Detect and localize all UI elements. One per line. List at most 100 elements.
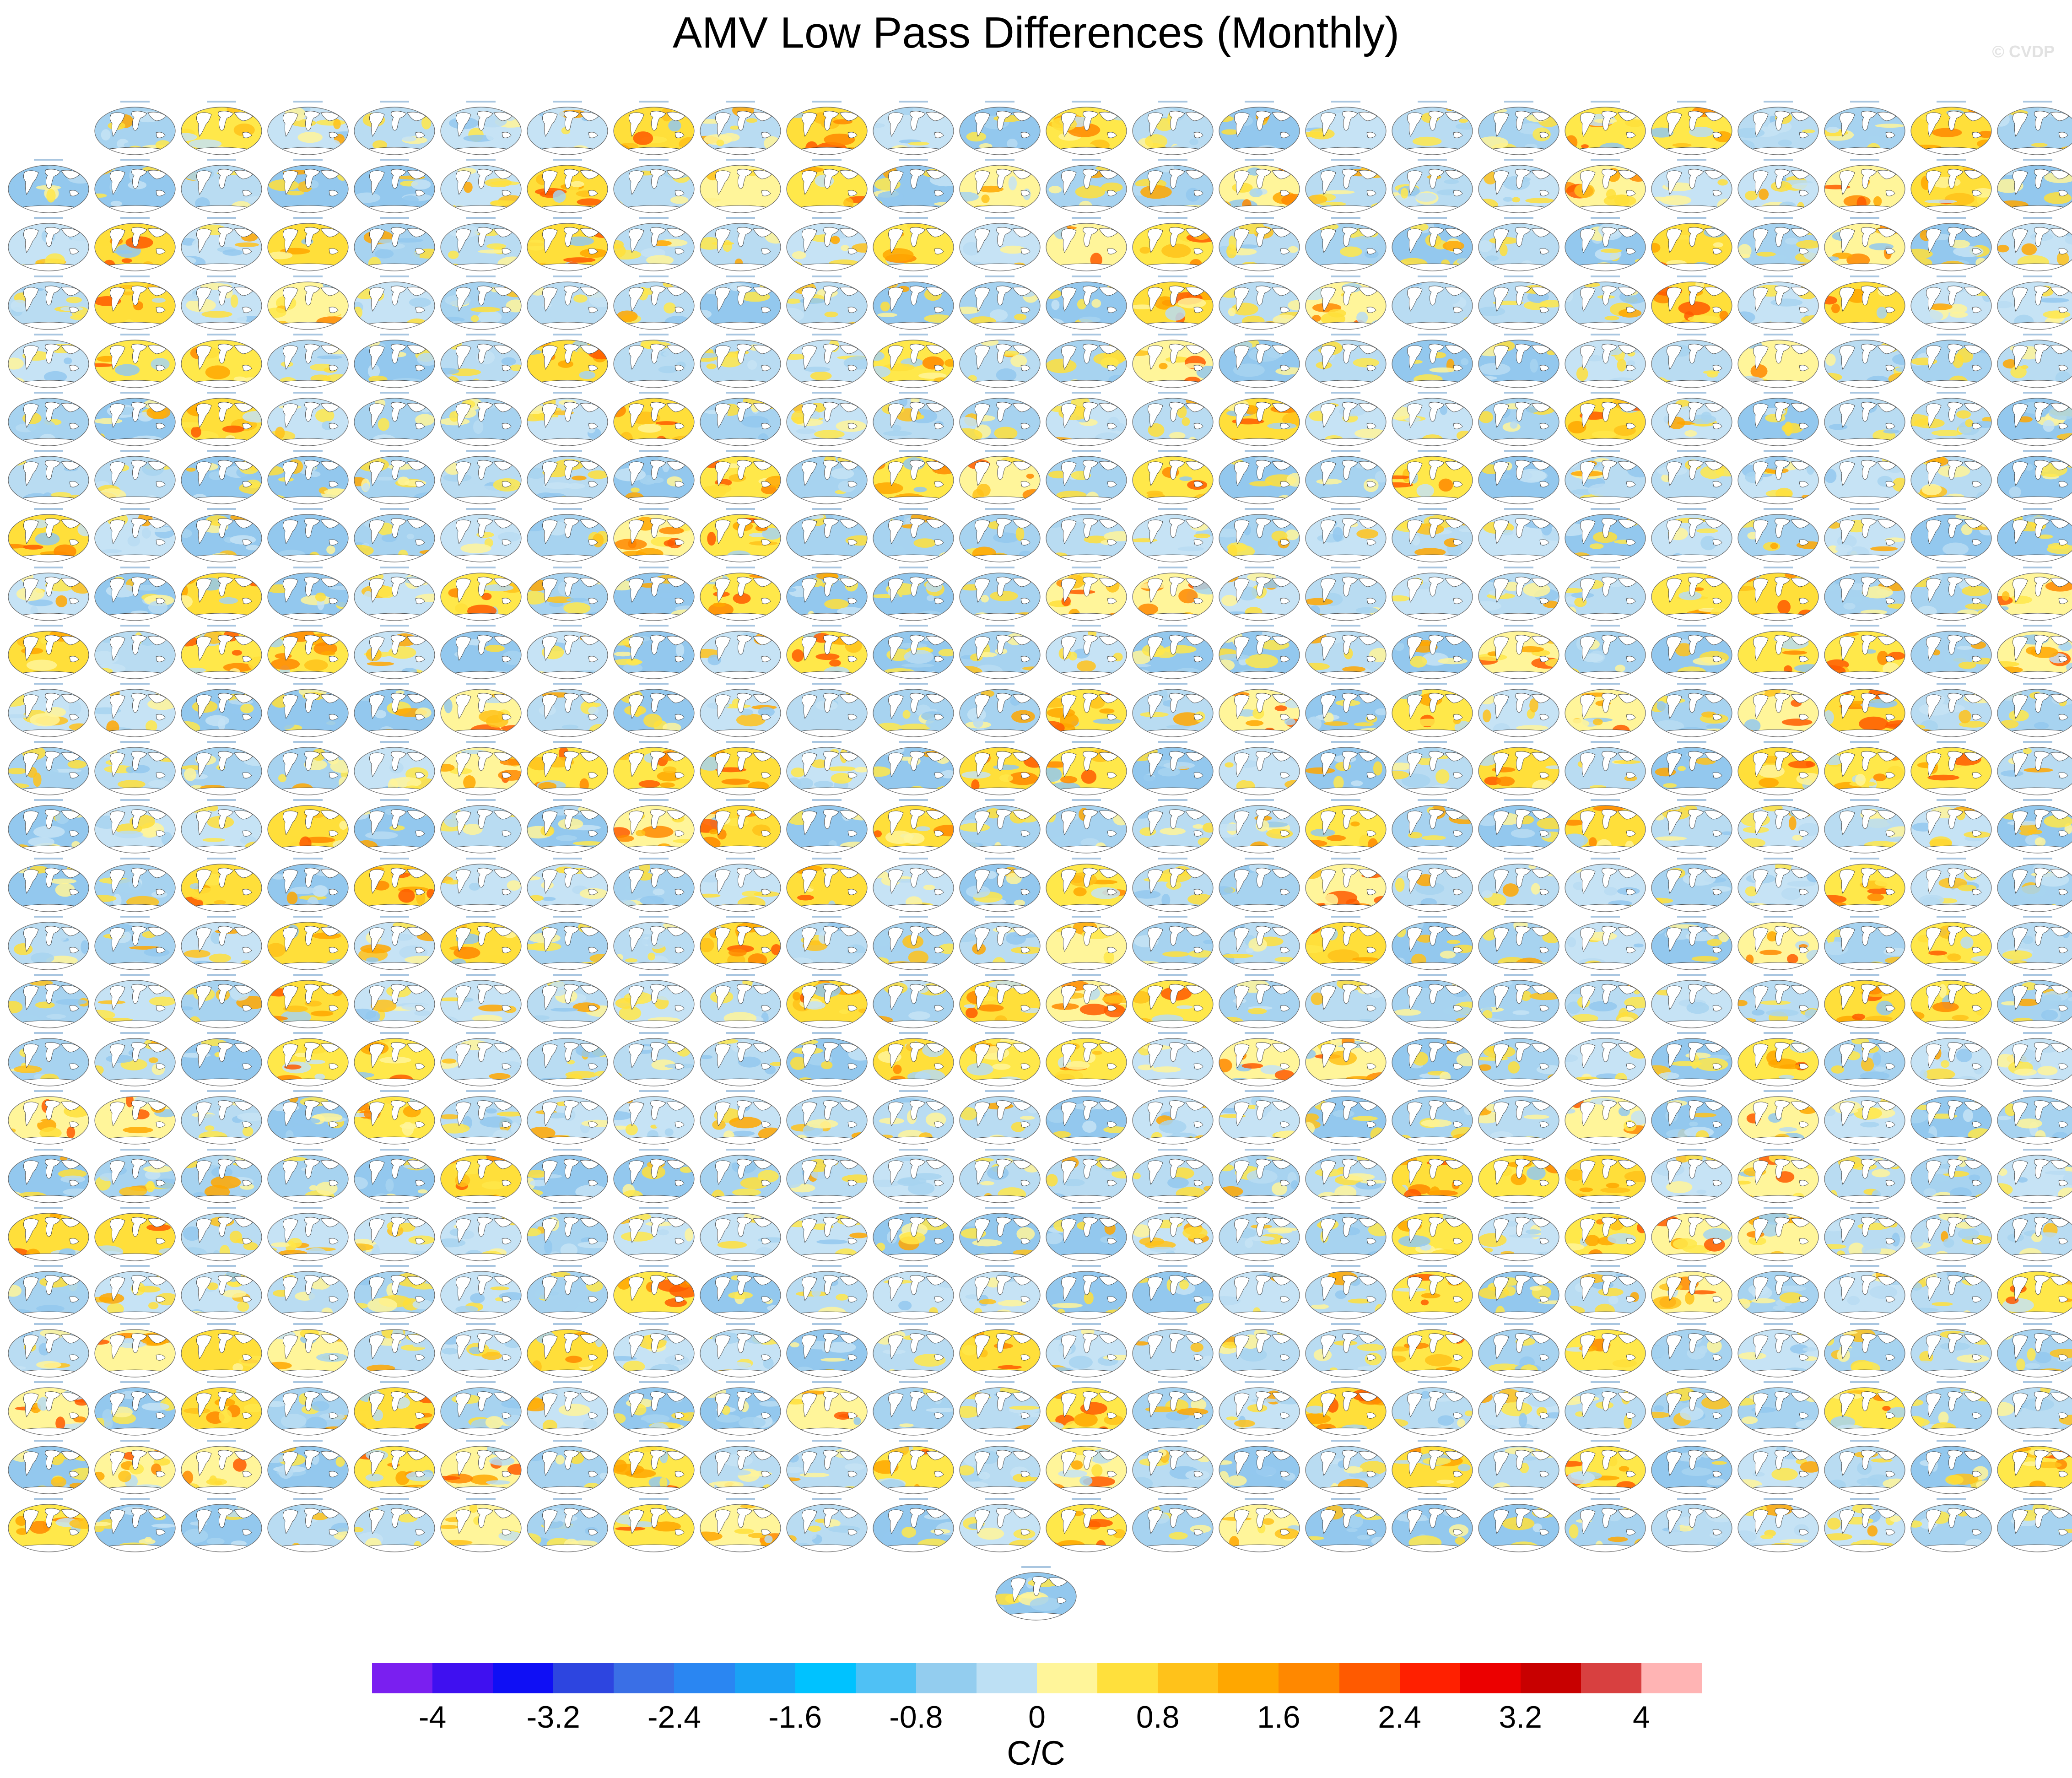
map-panel bbox=[1304, 1311, 1388, 1380]
map-panel bbox=[785, 438, 869, 507]
colorbar-swatch bbox=[1037, 1663, 1098, 1693]
map-panel bbox=[179, 1137, 264, 1205]
map-panel bbox=[1823, 1486, 1907, 1555]
map-panel bbox=[1477, 729, 1561, 798]
map-panel bbox=[93, 438, 177, 507]
map-panel bbox=[93, 729, 177, 798]
map-panel bbox=[439, 1311, 523, 1380]
map-panel bbox=[1563, 496, 1647, 565]
map-panel bbox=[1823, 322, 1907, 390]
map-panel bbox=[785, 613, 869, 681]
map-panel bbox=[1477, 322, 1561, 390]
map-panel bbox=[439, 1020, 523, 1089]
map-panel bbox=[1217, 205, 1301, 274]
map-panel bbox=[1477, 380, 1561, 449]
map-panel bbox=[1563, 904, 1647, 973]
map-panel bbox=[266, 671, 350, 740]
map-panel bbox=[1390, 1311, 1474, 1380]
map-panel bbox=[1823, 380, 1907, 449]
map-panel bbox=[1823, 147, 1907, 216]
map-panel bbox=[1909, 496, 1993, 565]
colorbar-swatch bbox=[795, 1663, 856, 1693]
map-panel bbox=[1909, 1020, 1993, 1089]
map-panel bbox=[1823, 205, 1907, 274]
map-panel bbox=[1563, 1020, 1647, 1089]
map-panel bbox=[698, 1428, 782, 1497]
map-panel bbox=[352, 1428, 437, 1497]
map-panel bbox=[958, 1253, 1042, 1322]
map-panel bbox=[1390, 1078, 1474, 1147]
map-panel bbox=[1563, 846, 1647, 914]
map-panel bbox=[266, 1020, 350, 1089]
map-panel bbox=[1823, 671, 1907, 740]
map-panel bbox=[525, 147, 610, 216]
map-panel bbox=[525, 1020, 610, 1089]
map-panel bbox=[1563, 322, 1647, 390]
map-panel bbox=[698, 322, 782, 390]
map-panel bbox=[352, 555, 437, 623]
map-panel bbox=[1217, 147, 1301, 216]
map-panel bbox=[1131, 1428, 1215, 1497]
map-panel bbox=[612, 1369, 696, 1438]
map-panel bbox=[1650, 962, 1734, 1031]
map-panel bbox=[1823, 1020, 1907, 1089]
map-panel bbox=[1650, 322, 1734, 390]
map-panel bbox=[958, 380, 1042, 449]
map-panel bbox=[698, 380, 782, 449]
map-panel bbox=[1650, 904, 1734, 973]
map-panel bbox=[352, 205, 437, 274]
map-panel bbox=[612, 671, 696, 740]
map-panel bbox=[439, 555, 523, 623]
map-panel bbox=[1650, 729, 1734, 798]
map-panel bbox=[93, 1078, 177, 1147]
map-panel bbox=[1044, 1486, 1128, 1555]
map-panel bbox=[1390, 846, 1474, 914]
colorbar-units: C/C bbox=[1007, 1734, 1065, 1772]
map-panel bbox=[352, 147, 437, 216]
map-panel bbox=[1217, 904, 1301, 973]
map-panel bbox=[785, 1428, 869, 1497]
map-panel bbox=[1477, 613, 1561, 681]
map-panel bbox=[1909, 1486, 1993, 1555]
map-panel bbox=[1736, 1428, 1820, 1497]
map-panel bbox=[439, 380, 523, 449]
map-panel bbox=[1650, 787, 1734, 856]
map-panel bbox=[1131, 671, 1215, 740]
map-panel bbox=[1477, 264, 1561, 332]
map-panel bbox=[1044, 846, 1128, 914]
map-panel bbox=[785, 89, 869, 157]
map-panel bbox=[525, 613, 610, 681]
map-panel bbox=[1736, 613, 1820, 681]
map-panel bbox=[871, 1369, 955, 1438]
map-panel bbox=[525, 1486, 610, 1555]
map-panel bbox=[352, 264, 437, 332]
map-panel bbox=[1390, 962, 1474, 1031]
map-panel bbox=[1217, 671, 1301, 740]
map-panel bbox=[6, 1078, 91, 1147]
map-panel bbox=[1390, 729, 1474, 798]
watermark: © CVDP bbox=[1992, 42, 2055, 61]
map-panel bbox=[1996, 1137, 2072, 1205]
map-panel bbox=[1996, 729, 2072, 798]
map-panel bbox=[1477, 205, 1561, 274]
map-panel bbox=[785, 496, 869, 565]
map-panel bbox=[1736, 322, 1820, 390]
map-panel bbox=[1304, 380, 1388, 449]
map-panel bbox=[1477, 962, 1561, 1031]
map-panel bbox=[179, 1369, 264, 1438]
map-panel bbox=[871, 89, 955, 157]
map-panel bbox=[1477, 1253, 1561, 1322]
map-panel bbox=[1217, 380, 1301, 449]
map-panel bbox=[1650, 1020, 1734, 1089]
map-panel bbox=[958, 205, 1042, 274]
map-panel bbox=[1304, 496, 1388, 565]
map-panel bbox=[698, 264, 782, 332]
map-panel bbox=[871, 380, 955, 449]
colorbar-swatch bbox=[734, 1663, 795, 1693]
map-panel bbox=[1823, 787, 1907, 856]
map-panel bbox=[93, 1486, 177, 1555]
map-panel bbox=[1044, 671, 1128, 740]
map-panel bbox=[1650, 613, 1734, 681]
map-panel bbox=[1217, 89, 1301, 157]
colorbar-swatch bbox=[1339, 1663, 1400, 1693]
